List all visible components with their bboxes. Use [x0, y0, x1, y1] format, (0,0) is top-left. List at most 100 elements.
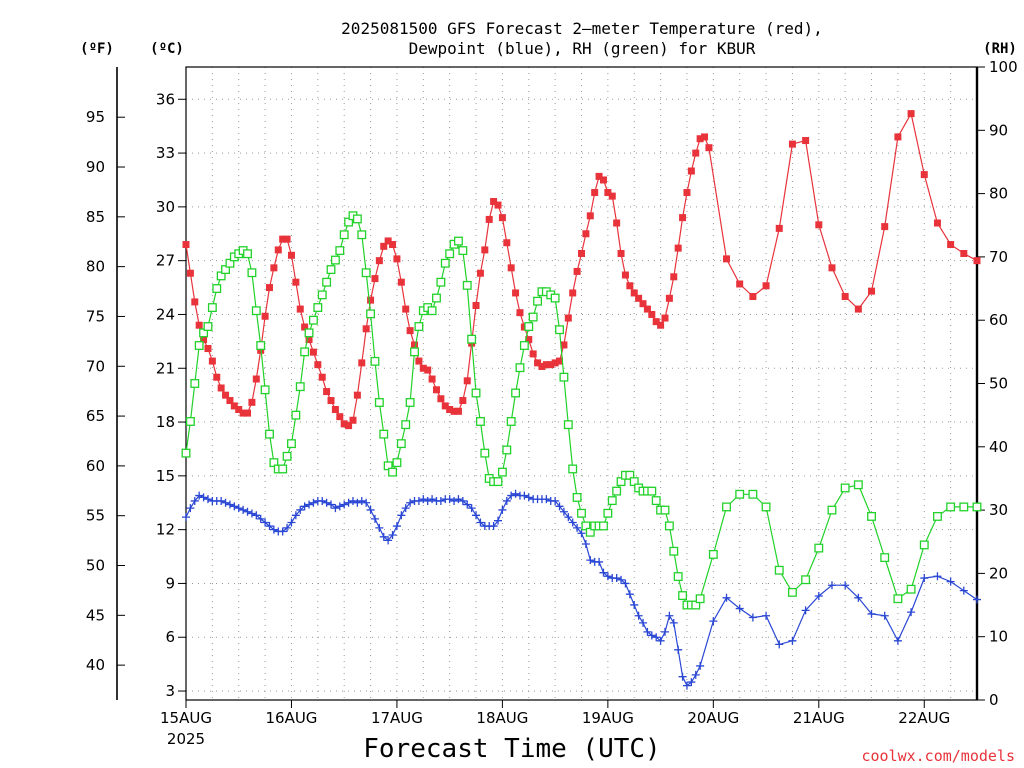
temperature-point: [560, 341, 568, 349]
temperature-point: [578, 249, 585, 257]
rh-point: [563, 420, 573, 430]
rh-point: [827, 505, 837, 515]
temperature-point: [309, 348, 317, 356]
dewpoint-point: [203, 495, 212, 504]
rh-point: [761, 502, 771, 512]
temperature-point: [402, 305, 410, 313]
dewpoint-point: [423, 496, 432, 505]
dewpoint-point: [265, 522, 274, 531]
rh-point: [480, 448, 490, 458]
dewpoint-point: [476, 518, 485, 527]
temperature-point: [419, 364, 427, 372]
temperature-point: [213, 373, 221, 381]
rh-point: [379, 429, 389, 439]
temperature-point: [204, 345, 212, 353]
dewpoint-point: [366, 505, 375, 514]
rh-point: [401, 420, 411, 430]
dewpoint-point: [379, 532, 388, 541]
rh-point: [445, 249, 455, 259]
temperature-point: [182, 241, 190, 249]
dewpoint-point: [296, 505, 305, 514]
temperature-point: [705, 144, 713, 152]
dewpoint-point: [450, 496, 459, 505]
dewpoint-point: [243, 507, 252, 516]
temperature-point: [547, 361, 555, 369]
temperature-point: [534, 359, 542, 367]
dewpoint-point: [348, 496, 357, 505]
temperature-point: [815, 221, 823, 229]
dewpoint-point: [559, 507, 568, 516]
dewpoint-point: [375, 523, 384, 532]
dewpoint-point: [586, 556, 595, 565]
fahrenheit-tick-label: 70: [86, 357, 105, 375]
temperature-point: [279, 235, 287, 243]
dewpoint-point: [625, 590, 634, 599]
dewpoint-point: [595, 557, 604, 566]
dewpoint-point: [287, 518, 296, 527]
temperature-point: [454, 407, 462, 415]
temperature-point: [446, 406, 454, 414]
rh-point: [524, 322, 534, 331]
temperature-point: [459, 397, 467, 405]
rh-tick-label: 50: [989, 375, 1008, 393]
temperature-point: [604, 189, 612, 197]
dewpoint-point: [269, 525, 278, 534]
dewpoint-point: [656, 636, 665, 645]
dewpoint-point: [603, 572, 612, 581]
rh-point: [414, 322, 424, 331]
dewpoint-point: [309, 498, 318, 507]
rh-point: [243, 249, 252, 259]
rh-point: [410, 347, 419, 357]
fahrenheit-tick-label: 60: [86, 457, 105, 475]
dewpoint-point: [454, 495, 463, 504]
temperature-point: [894, 133, 902, 141]
temperature-point: [371, 275, 379, 283]
rh-tick-label: 20: [989, 564, 1008, 582]
rh-point: [322, 277, 332, 287]
rh-tick-label: 0: [989, 691, 999, 709]
dewpoint-point: [893, 636, 902, 645]
fahrenheit-tick-label: 95: [86, 108, 105, 126]
dewpoint-point: [283, 523, 292, 532]
rh-point: [577, 508, 586, 518]
rh-point: [678, 591, 688, 601]
rh-point: [282, 451, 292, 461]
temperature-point: [551, 359, 559, 367]
dewpoint-point: [230, 502, 239, 511]
temperature-point: [485, 215, 493, 223]
temperature-point: [947, 241, 955, 249]
dewpoint-point: [775, 640, 784, 649]
dewpoint-point: [652, 633, 661, 642]
dewpoint-point: [261, 518, 270, 527]
dewpoint-point: [880, 611, 889, 620]
rh-point: [326, 265, 336, 275]
temperature-point: [287, 251, 295, 259]
rh-point: [330, 255, 340, 265]
temperature-point: [841, 293, 849, 301]
temperature-point: [573, 267, 581, 275]
temperature-point: [507, 264, 515, 272]
temperature-point: [367, 296, 375, 304]
dewpoint-point: [687, 678, 696, 687]
dewpoint-point: [225, 500, 234, 509]
celsius-tick-label: 27: [156, 252, 175, 270]
rh-point: [555, 325, 564, 335]
dewpoint-point: [634, 611, 643, 620]
rh-point: [572, 492, 582, 502]
rh-point: [660, 505, 670, 515]
fahrenheit-tick-label: 65: [86, 407, 105, 425]
temperature-point: [498, 214, 506, 222]
rh-point: [366, 309, 376, 319]
fahrenheit-tick-label: 40: [86, 656, 105, 674]
rh-point: [467, 334, 477, 344]
dewpoint-point: [735, 604, 744, 613]
temperature-point: [933, 219, 941, 227]
rh-point: [352, 214, 362, 224]
rh-point: [880, 553, 890, 563]
rh-point: [708, 549, 718, 559]
rh-point: [339, 230, 349, 240]
rh-point: [511, 388, 521, 398]
temperature-point: [384, 237, 392, 245]
temperature-point: [696, 135, 704, 143]
